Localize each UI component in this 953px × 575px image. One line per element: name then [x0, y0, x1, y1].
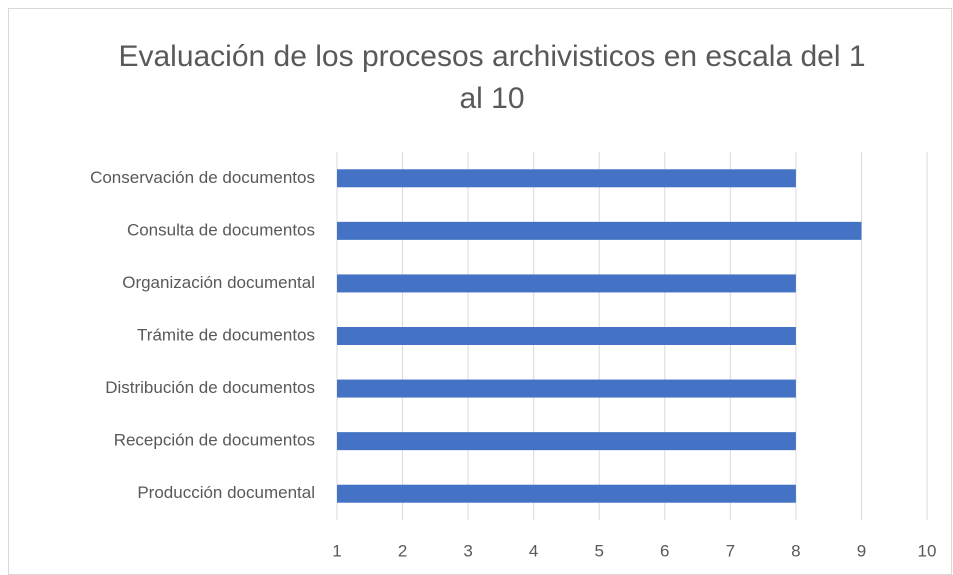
bar [337, 169, 796, 188]
x-tick-label: 4 [529, 541, 538, 560]
x-tick-label: 1 [332, 541, 341, 560]
bar [337, 327, 796, 345]
y-tick-label: Organización documental [122, 273, 315, 292]
x-tick-label: 9 [857, 541, 866, 560]
x-tick-label: 3 [463, 541, 472, 560]
y-tick-label: Recepción de documentos [114, 431, 315, 450]
y-tick-label: Consulta de documentos [127, 220, 315, 239]
y-tick-label: Trámite de documentos [137, 325, 315, 344]
x-tick-label: 10 [918, 541, 937, 560]
bar [337, 432, 796, 451]
bar [337, 274, 796, 293]
bar [337, 221, 862, 240]
y-tick-label: Conservación de documentos [90, 168, 315, 187]
x-tick-label: 7 [726, 541, 735, 560]
x-tick-label: 6 [660, 541, 669, 560]
x-tick-label: 8 [791, 541, 800, 560]
x-tick-label: 5 [594, 541, 603, 560]
chart-title: Evaluación de los procesos archivisticos… [118, 40, 866, 115]
y-tick-label: Producción documental [137, 483, 315, 502]
bar [337, 379, 796, 398]
bar [337, 484, 796, 503]
x-tick-label: 2 [398, 541, 407, 560]
y-tick-label: Distribución de documentos [105, 378, 315, 397]
